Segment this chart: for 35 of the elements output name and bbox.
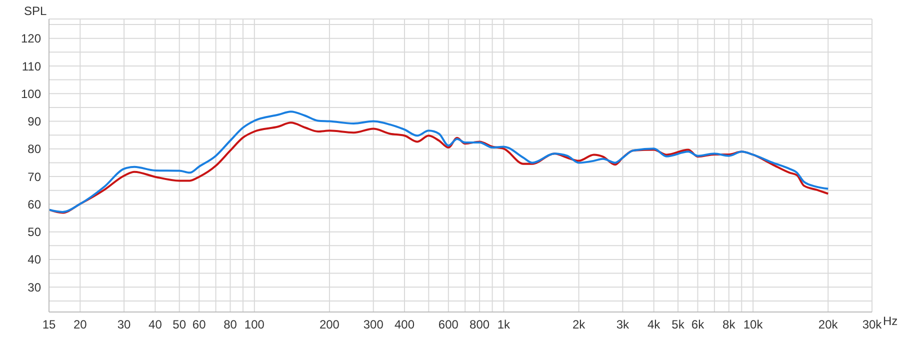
x-tick-label: 5k — [672, 318, 686, 332]
x-tick-label: 3k — [616, 318, 630, 332]
y-tick-label: 30 — [28, 280, 42, 294]
y-tick-label: 80 — [28, 142, 42, 156]
x-tick-label: 10k — [743, 318, 764, 332]
x-tick-label: 60 — [192, 318, 206, 332]
x-tick-label: 1k — [497, 318, 512, 332]
y-axis-title: SPL — [24, 4, 47, 18]
x-tick-label: 8k — [722, 318, 736, 332]
x-tick-label: 30 — [117, 318, 132, 332]
x-tick-label: 100 — [244, 318, 265, 332]
x-tick-label: 20 — [73, 318, 88, 332]
x-tick-label: 30k — [862, 318, 883, 332]
x-tick-label: 800 — [470, 318, 490, 332]
x-tick-label: 300 — [363, 318, 384, 332]
x-tick-label: 15 — [42, 318, 56, 332]
x-tick-label: 40 — [148, 318, 162, 332]
x-tick-label: 50 — [172, 318, 186, 332]
x-axis-title: Hz — [883, 314, 898, 328]
x-tick-label: 4k — [647, 318, 662, 332]
x-tick-label: 80 — [224, 318, 238, 332]
x-tick-label: 600 — [438, 318, 459, 332]
x-tick-label: 20k — [818, 318, 839, 332]
x-tick-label: 2k — [572, 318, 586, 332]
y-tick-label: 50 — [28, 225, 42, 240]
x-tick-label: 400 — [394, 318, 415, 332]
y-tick-label: 70 — [28, 170, 42, 184]
y-tick-label: 40 — [28, 252, 42, 267]
y-tick-label: 110 — [22, 59, 42, 74]
x-tick-label: 200 — [319, 318, 340, 332]
y-tick-label: 90 — [28, 114, 42, 129]
y-tick-label: 120 — [20, 32, 42, 46]
y-tick-label: 60 — [28, 197, 42, 212]
x-tick-label: 6k — [691, 318, 706, 332]
y-tick-label: 100 — [20, 86, 42, 101]
